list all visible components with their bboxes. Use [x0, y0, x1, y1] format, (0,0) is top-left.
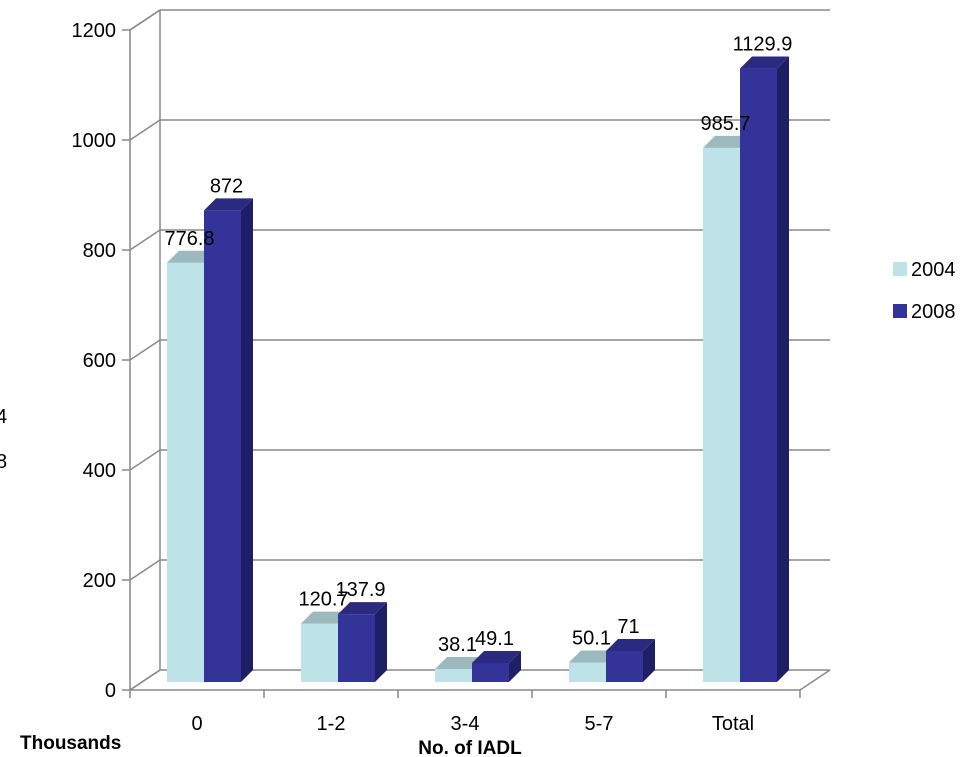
x-axis-title: No. of IADL	[418, 738, 522, 757]
y-tick-label: 800	[83, 240, 116, 262]
x-tick-label: 5-7	[585, 713, 614, 735]
bar	[703, 147, 740, 683]
bar	[167, 262, 204, 682]
y-axis-title: Thousands	[20, 733, 121, 754]
bar-side	[777, 56, 789, 683]
x-tick-label: 3-4	[451, 713, 480, 735]
bar-side	[643, 638, 655, 682]
bar	[606, 650, 643, 682]
bar-top	[338, 602, 387, 615]
y-tick-label: 200	[83, 570, 116, 592]
x-tick-label: 0	[191, 713, 202, 735]
x-axis-ticks: 0 1-2 3-4 5-7 Total	[129, 690, 801, 735]
data-label: 71	[617, 616, 639, 638]
y-tick-label: 1000	[72, 130, 117, 152]
data-label: 137.9	[335, 579, 385, 601]
bar-top	[301, 611, 350, 624]
gridline-diagonal	[129, 9, 161, 31]
legend-label: 2008	[911, 301, 956, 323]
data-label: 50.1	[572, 627, 611, 649]
bar-top	[204, 198, 253, 211]
edge-fragment-2: 8	[0, 451, 7, 473]
bar-side	[241, 198, 253, 682]
gridline-diagonal	[129, 339, 161, 361]
gridline-diagonal	[129, 229, 161, 251]
bar-top	[740, 56, 789, 69]
y-tick-label: 0	[105, 680, 116, 702]
data-label: 38.1	[438, 634, 477, 656]
y-tick-label: 600	[83, 350, 116, 372]
gridline-diagonal	[129, 449, 161, 471]
bar	[740, 68, 777, 683]
floor-depth-right	[799, 669, 831, 691]
bar-top	[167, 250, 216, 263]
bar-top	[703, 135, 752, 148]
bar-top	[606, 638, 655, 651]
bar	[435, 669, 472, 682]
bar	[472, 662, 509, 682]
bar-top	[472, 650, 521, 663]
bar	[338, 614, 375, 682]
legend-swatch	[893, 262, 907, 276]
y-tick-label: 400	[83, 460, 116, 482]
data-label: 985.7	[700, 113, 750, 135]
bar-top	[569, 650, 618, 663]
x-tick-label: 1-2	[317, 713, 346, 735]
bar-side	[375, 602, 387, 682]
bar	[204, 210, 241, 682]
bar-top	[435, 657, 484, 670]
data-label: 49.1	[475, 628, 514, 650]
legend-swatch	[893, 304, 907, 318]
gridline-diagonal	[129, 119, 161, 141]
x-tick-label: Total	[712, 713, 754, 735]
data-label: 776.8	[164, 228, 214, 250]
bars	[167, 56, 789, 683]
y-axis-ticks: 0 200 400 600 800 1000 1200	[72, 20, 117, 702]
data-label: 1129.9	[733, 34, 793, 56]
legend: 2004 2008	[893, 259, 956, 323]
y-tick-label: 1200	[72, 20, 117, 42]
legend-label: 2004	[911, 259, 956, 281]
bar-side	[509, 650, 521, 682]
bar	[301, 623, 338, 682]
data-label: 120.7	[298, 589, 348, 611]
gridline-diagonal	[129, 669, 161, 691]
data-label: 872	[210, 175, 243, 197]
bar	[569, 662, 606, 682]
gridline-diagonal	[129, 559, 161, 581]
edge-fragment-1: 4	[0, 406, 7, 428]
